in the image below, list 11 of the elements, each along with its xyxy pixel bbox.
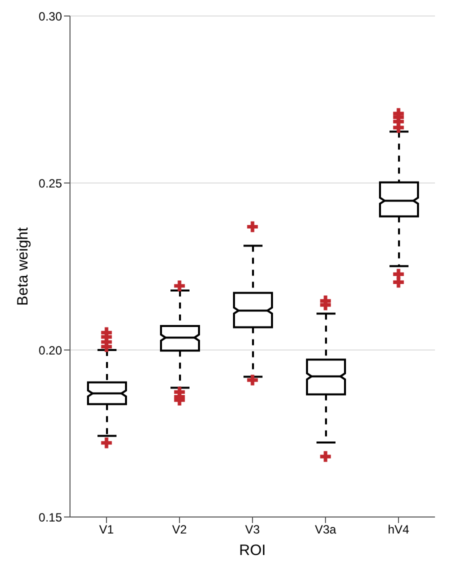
x-tick-label: V3a (314, 522, 336, 537)
x-axis-title: ROI (239, 542, 266, 559)
x-tick-label: V2 (172, 522, 188, 537)
y-tick-label: 0.25 (38, 176, 62, 190)
x-tick-label: hV4 (388, 522, 410, 537)
y-axis-title: Beta weight (14, 226, 32, 306)
y-tick-label: 0.15 (38, 510, 62, 524)
y-tick-label: 0.20 (38, 343, 62, 358)
y-tick-label: 0.30 (38, 9, 62, 24)
x-tick-label: V3 (245, 522, 260, 537)
x-tick-label: V1 (99, 522, 114, 537)
